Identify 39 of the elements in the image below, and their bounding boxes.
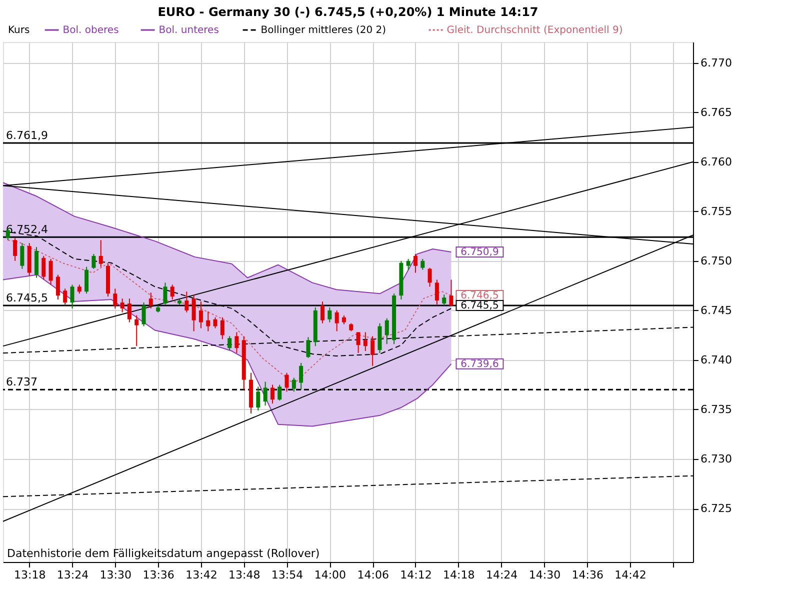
x-tick-label: 13:54 bbox=[271, 568, 304, 582]
y-tick-label: 6.750 bbox=[700, 254, 732, 268]
y-tick-label: 6.760 bbox=[700, 155, 732, 168]
x-tick-label: 13:48 bbox=[228, 568, 260, 582]
y-tick-label: 6.735 bbox=[700, 402, 732, 416]
x-tick-label: 14:36 bbox=[572, 568, 604, 582]
chart-title: EURO - Germany 30 (-) 6.745,5 (+0,20%) 1 Minute 14:17 bbox=[158, 5, 538, 19]
legend-label: Gleit. Durchschnitt (Exponentiell 9) bbox=[446, 25, 623, 36]
annotation: Datenhistorie dem Fälligkeitsdatum angepasst (Rollover) bbox=[7, 547, 320, 560]
x-tick-label: 14:12 bbox=[400, 568, 432, 582]
ref-line-label: 6.745,5 bbox=[6, 291, 48, 304]
legend-label: Bol. unteres bbox=[158, 25, 219, 36]
x-tick-label: 14:18 bbox=[443, 568, 475, 582]
ref-line-label: 6.761,9 bbox=[6, 129, 48, 142]
data-label: 6.739,6 bbox=[460, 358, 499, 370]
x-tick-label: 14:00 bbox=[314, 568, 346, 582]
y-tick-label: 6.770 bbox=[700, 56, 732, 70]
x-tick-label: 14:30 bbox=[528, 568, 561, 582]
x-tick-label: 13:30 bbox=[100, 568, 132, 582]
x-tick-label: 13:24 bbox=[56, 568, 89, 582]
x-tick-label: 13:36 bbox=[142, 568, 174, 582]
y-tick-label: 6.730 bbox=[700, 452, 732, 466]
x-tick-label: 13:18 bbox=[14, 568, 46, 582]
x-tick-label: 14:06 bbox=[357, 568, 389, 582]
legend-label: Bollinger mittleres (20 2) bbox=[260, 25, 386, 36]
y-tick-label: 6.765 bbox=[700, 106, 732, 119]
ref-line-label: 6.737 bbox=[6, 376, 38, 389]
data-label: 6.750,9 bbox=[460, 246, 499, 258]
x-tick-label: 13:42 bbox=[186, 568, 218, 582]
y-tick-label: 6.745 bbox=[700, 304, 732, 317]
legend-label: Bol. oberes bbox=[62, 25, 119, 36]
data-label: 6.746,5 bbox=[460, 290, 499, 302]
y-tick-label: 6.725 bbox=[700, 502, 732, 516]
legend-title: Kurs bbox=[8, 25, 30, 36]
y-tick-label: 6.755 bbox=[700, 204, 732, 218]
text: 6.745,5 bbox=[460, 300, 499, 312]
x-tick-label: 14:42 bbox=[614, 568, 646, 582]
x-tick-label: 14:24 bbox=[486, 568, 518, 582]
y-tick-label: 6.740 bbox=[700, 353, 732, 366]
